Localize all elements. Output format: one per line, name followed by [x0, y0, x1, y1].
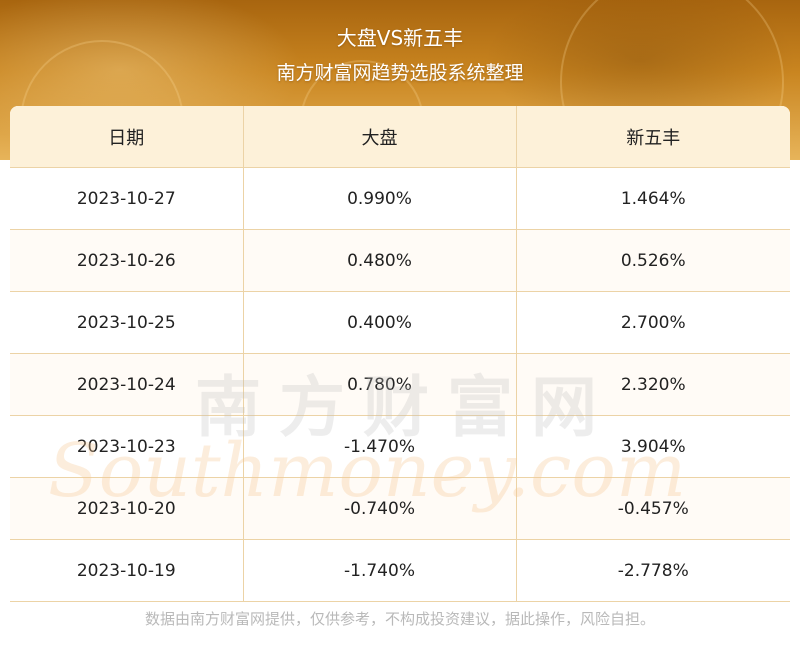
page-subtitle: 南方财富网趋势选股系统整理 [276, 62, 524, 84]
data-table-card: 日期 大盘 新五丰 2023-10-27 0.990% 1.464% 2023-… [10, 106, 790, 602]
date-cell: 2023-10-20 [10, 477, 244, 540]
market-change-cell: -1.740% [243, 539, 517, 602]
disclaimer-footer: 数据由南方财富网提供，仅供参考，不构成投资建议，据此操作，风险自担。 [144, 610, 655, 628]
date-cell: 2023-10-26 [10, 229, 244, 292]
market-change-cell: -1.470% [243, 415, 517, 478]
column-header-market: 大盘 [243, 106, 517, 168]
comparison-table: 日期 大盘 新五丰 2023-10-27 0.990% 1.464% 2023-… [10, 106, 790, 602]
stock-change-cell: 0.526% [516, 229, 790, 292]
market-change-cell: 0.480% [243, 229, 517, 292]
table-row: 2023-10-27 0.990% 1.464% [10, 167, 790, 230]
market-change-cell: -0.740% [243, 477, 517, 540]
market-change-cell: 0.400% [243, 291, 517, 354]
date-cell: 2023-10-25 [10, 291, 244, 354]
table-row: 2023-10-19 -1.740% -2.778% [10, 539, 790, 602]
page-title: 大盘VS新五丰 [336, 26, 464, 50]
stock-change-cell: 2.700% [516, 291, 790, 354]
market-change-cell: 0.780% [243, 353, 517, 416]
column-header-date: 日期 [10, 106, 244, 168]
stock-change-cell: 3.904% [516, 415, 790, 478]
table-header-row: 日期 大盘 新五丰 [10, 106, 790, 168]
stock-change-cell: -0.457% [516, 477, 790, 540]
date-cell: 2023-10-19 [10, 539, 244, 602]
stock-change-cell: -2.778% [516, 539, 790, 602]
table-row: 2023-10-24 0.780% 2.320% [10, 353, 790, 416]
table-row: 2023-10-20 -0.740% -0.457% [10, 477, 790, 540]
date-cell: 2023-10-23 [10, 415, 244, 478]
stock-change-cell: 2.320% [516, 353, 790, 416]
column-header-stock: 新五丰 [516, 106, 790, 168]
market-change-cell: 0.990% [243, 167, 517, 230]
stock-change-cell: 1.464% [516, 167, 790, 230]
date-cell: 2023-10-24 [10, 353, 244, 416]
table-row: 2023-10-26 0.480% 0.526% [10, 229, 790, 292]
table-row: 2023-10-23 -1.470% 3.904% [10, 415, 790, 478]
date-cell: 2023-10-27 [10, 167, 244, 230]
table-row: 2023-10-25 0.400% 2.700% [10, 291, 790, 354]
